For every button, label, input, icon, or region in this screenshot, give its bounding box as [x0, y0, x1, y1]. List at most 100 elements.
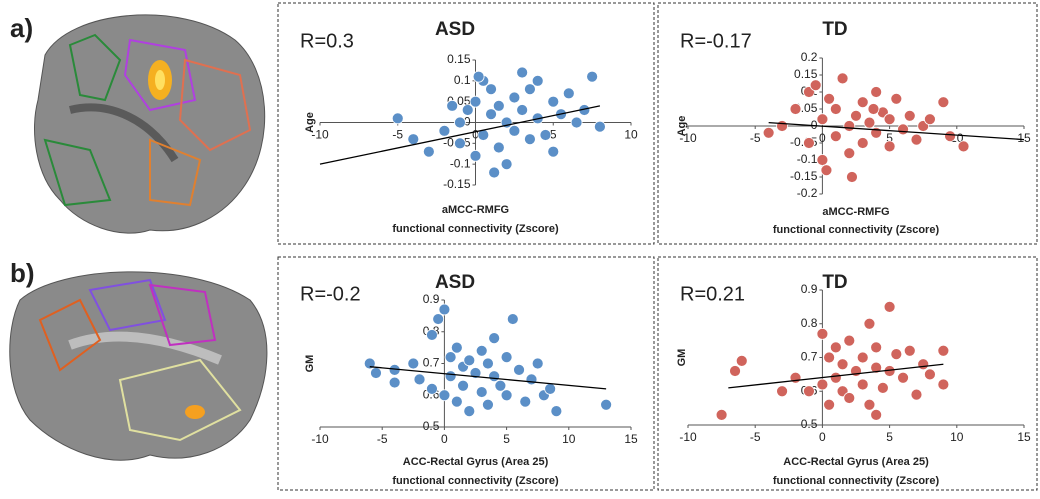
x-tick-label: 15	[624, 432, 638, 446]
x-tick-label: -5	[750, 131, 761, 145]
scatter-point	[863, 116, 876, 129]
y-tick-label: 0.9	[423, 292, 440, 306]
scatter-point	[432, 313, 445, 325]
scatter-point	[863, 398, 876, 411]
scatter-point	[508, 124, 521, 137]
chart-title: ASD	[435, 19, 475, 40]
scatter-point	[820, 164, 833, 177]
x-tick-label: -10	[679, 131, 697, 145]
y-tick-label: -0.15	[790, 169, 818, 183]
scatter-point	[883, 140, 896, 153]
x-tick-label: -5	[377, 432, 388, 446]
y-tick-label: 0.15	[447, 52, 471, 66]
scatter-point	[897, 123, 909, 136]
scatter-point	[829, 103, 842, 115]
scatter-point	[789, 103, 802, 115]
scatter-point	[391, 112, 404, 125]
scatter-point	[539, 129, 552, 141]
scatter-point	[488, 166, 501, 179]
scatter-point	[843, 120, 856, 132]
scatter-point	[438, 124, 451, 137]
annotation: R=-0.2	[300, 283, 361, 305]
brain-lateral	[33, 14, 266, 234]
scatter-point	[809, 79, 822, 92]
scatter-point	[910, 388, 923, 401]
scatter-point	[407, 357, 420, 370]
scatter-point	[870, 341, 883, 354]
x-tick-label: -10	[679, 430, 697, 444]
scatter-point	[803, 137, 815, 149]
y-axis-label: Age	[676, 116, 688, 137]
x-tick-label: 15	[1017, 430, 1031, 444]
y-axis-label: Age	[304, 112, 316, 133]
scatter-point	[438, 389, 451, 402]
scatter-point	[547, 95, 560, 108]
scatter-point	[762, 126, 775, 139]
scatter-point	[482, 398, 494, 411]
scatter-point	[823, 351, 836, 364]
trendline	[319, 105, 601, 165]
scatter-point	[856, 96, 869, 109]
y-tick-label: -0.1	[450, 156, 471, 170]
annotation: R=-0.17	[680, 30, 752, 52]
trendline	[728, 363, 944, 389]
x-tick-label: 0	[472, 128, 479, 142]
chart-title: TD	[822, 272, 847, 293]
scatter-point	[600, 398, 613, 411]
y-tick-label: 0.7	[801, 350, 818, 364]
chart-title: TD	[822, 19, 847, 40]
scatter-point	[469, 95, 482, 108]
scatter-point	[446, 99, 459, 112]
scatter-point	[516, 66, 529, 79]
scatter-point	[890, 92, 903, 105]
scatter-point	[485, 83, 497, 96]
scatter-point	[890, 348, 903, 361]
scatter-point	[823, 398, 836, 411]
scatter-point	[903, 344, 916, 357]
scatter-point	[438, 303, 451, 316]
scatter-point	[829, 371, 842, 384]
scatter-point	[816, 327, 829, 340]
scatter-point	[816, 113, 829, 126]
scatter-point	[488, 370, 501, 383]
scatter-point	[500, 351, 513, 364]
scatter-point	[463, 354, 476, 367]
scatter-point	[863, 317, 876, 330]
scatter-point	[508, 91, 521, 104]
scatter-point	[957, 140, 970, 153]
x-tick-label: 0	[819, 131, 826, 145]
scatter-point	[883, 300, 896, 313]
panel-border	[657, 256, 1038, 491]
scatter-point	[870, 86, 883, 98]
y-tick-label: -0.15	[443, 177, 471, 191]
scatter-point	[903, 109, 916, 122]
scatter-point	[586, 70, 599, 83]
scatter-point	[917, 358, 930, 371]
scatter-point	[846, 171, 858, 183]
scatter-point	[513, 363, 525, 376]
x-tick-label: -5	[392, 128, 403, 142]
scatter-point	[776, 385, 788, 398]
chart-panel: 0.50.60.70.80.9-10-5051015TDR=0.21GMACC-…	[657, 256, 1038, 491]
y-tick-label: 0.7	[423, 356, 440, 370]
x-tick-label: 15	[1017, 131, 1031, 145]
y-tick-label: 0.9	[801, 282, 818, 296]
scatter-point	[500, 389, 513, 402]
scatter-point	[883, 113, 896, 126]
scatter-point	[492, 99, 505, 112]
x-tick-label: 5	[886, 131, 893, 145]
chart-panel: 0.50.60.70.80.9-10-5051015ASDR=-0.2GMACC…	[277, 256, 655, 491]
scatter-point	[924, 113, 936, 126]
chart-panel: -0.15-0.1-0.0500.050.10.15-10-50510ASDR=…	[277, 2, 655, 245]
scatter-point	[816, 154, 829, 166]
y-tick-label: -0.2	[797, 186, 818, 200]
scatter-point	[924, 368, 936, 381]
trendline	[768, 121, 1025, 141]
x-tick-label: -10	[311, 432, 329, 446]
scatter-point	[444, 370, 457, 383]
scatter-point	[506, 313, 519, 325]
y-tick-label: 0.15	[794, 67, 818, 81]
scatter-point	[594, 120, 606, 133]
scatter-point	[531, 357, 544, 370]
